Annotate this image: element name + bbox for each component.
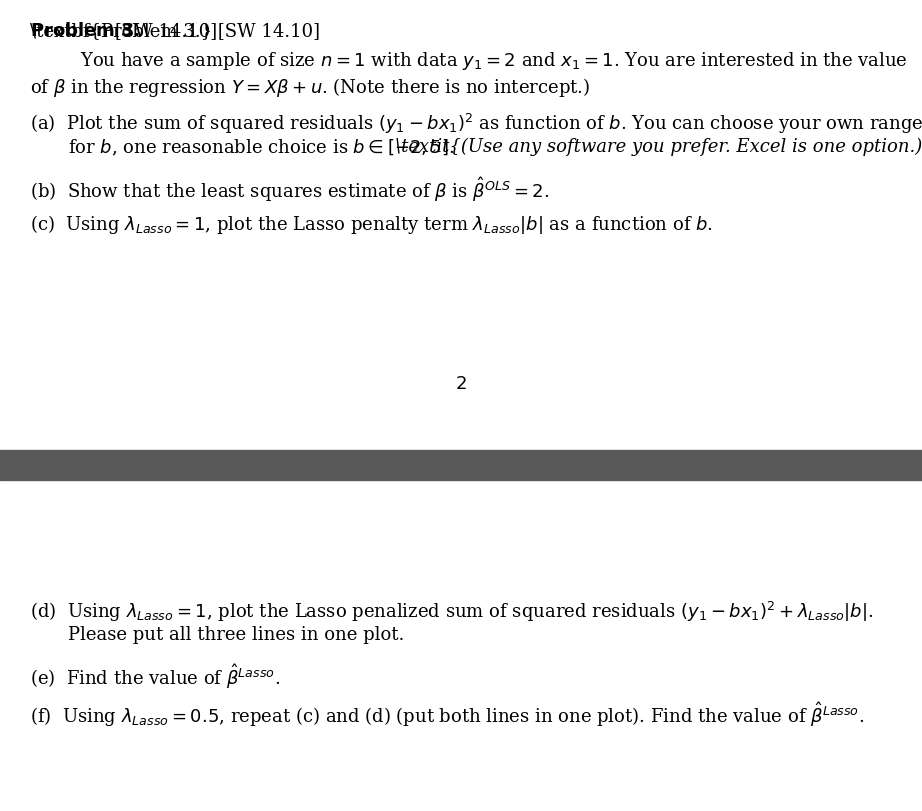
Bar — [0, 450, 922, 480]
Text: \textit{(Use any software you prefer. Excel is one option.)}: \textit{(Use any software you prefer. Ex… — [395, 138, 922, 157]
Text: [SW 14.10]: [SW 14.10] — [115, 22, 217, 40]
Text: of $\beta$ in the regression $Y = X\beta + u$. (Note there is no intercept.): of $\beta$ in the regression $Y = X\beta… — [30, 76, 590, 99]
Text: (d)  Using $\lambda_{Lasso} = 1$, plot the Lasso penalized sum of squared residu: (d) Using $\lambda_{Lasso} = 1$, plot th… — [30, 600, 873, 624]
Text: $2$: $2$ — [455, 375, 467, 393]
Text: (f)  Using $\lambda_{Lasso} = 0.5$, repeat (c) and (d) (put both lines in one pl: (f) Using $\lambda_{Lasso} = 0.5$, repea… — [30, 700, 864, 729]
Text: \textbf{Problem 3.} [SW 14.10]: \textbf{Problem 3.} [SW 14.10] — [30, 22, 320, 40]
Text: (a)  Plot the sum of squared residuals $(y_1 - bx_1)^2$ as function of $b$. You : (a) Plot the sum of squared residuals $(… — [30, 112, 922, 136]
Text: (b)  Show that the least squares estimate of $\beta$ is $\hat{\beta}^{OLS} = 2$.: (b) Show that the least squares estimate… — [30, 175, 550, 204]
Text: (e)  Find the value of $\hat{\beta}^{Lasso}$.: (e) Find the value of $\hat{\beta}^{Lass… — [30, 662, 280, 691]
Text: for $b$, one reasonable choice is $b \in [-2, 5]$.: for $b$, one reasonable choice is $b \in… — [68, 138, 462, 158]
Text: $\mathbf{Problem\ 3.}$: $\mathbf{Problem\ 3.}$ — [30, 22, 140, 40]
Text: Please put all three lines in one plot.: Please put all three lines in one plot. — [68, 626, 405, 644]
Text: (c)  Using $\lambda_{Lasso} = 1$, plot the Lasso penalty term $\lambda_{Lasso}|b: (c) Using $\lambda_{Lasso} = 1$, plot th… — [30, 213, 713, 236]
Text: You have a sample of size $n = 1$ with data $y_1 = 2$ and $x_1 = 1$. You are int: You have a sample of size $n = 1$ with d… — [80, 50, 907, 72]
